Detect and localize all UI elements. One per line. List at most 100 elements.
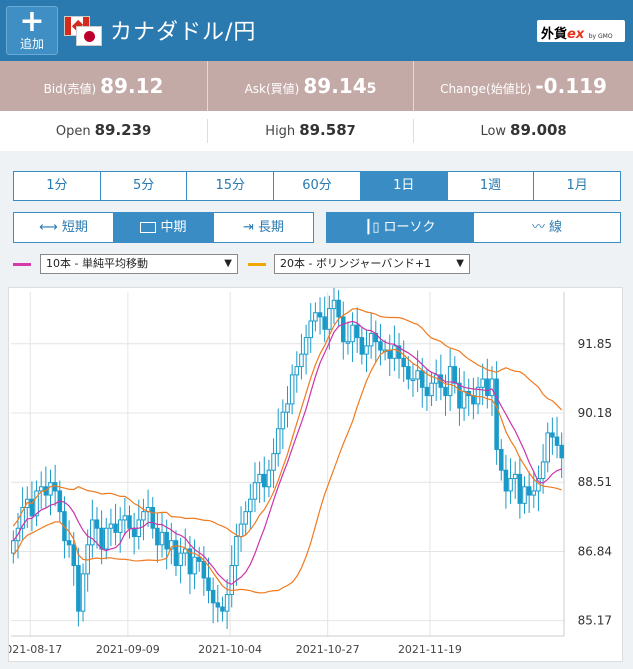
ask-label: Ask(買値) <box>244 82 300 96</box>
candle-body <box>340 316 346 343</box>
period-mid-button[interactable]: 中期 <box>113 213 213 242</box>
change-value: -0.119 <box>535 74 607 98</box>
candle-body <box>210 589 216 604</box>
candle-body <box>173 540 179 567</box>
arrows-expand-icon: ⟷ <box>39 220 58 235</box>
candle-body <box>554 436 560 446</box>
candle-body <box>485 378 490 397</box>
ma-select[interactable]: 10本 - 単純平均移動 ▼ <box>40 254 238 274</box>
candle-body <box>359 337 365 355</box>
bid-label: Bid(売値) <box>43 82 97 96</box>
candle-body <box>11 540 16 554</box>
candle-body <box>401 357 406 368</box>
add-button[interactable]: + 追加 <box>6 6 58 55</box>
x-tick-label: 2021-10-04 <box>198 643 262 656</box>
candle-body <box>206 577 211 591</box>
candle-body <box>90 519 95 546</box>
line-chart-icon: 〰 <box>531 220 545 235</box>
candle-body <box>113 523 118 533</box>
y-tick-label: 85.17 <box>578 614 612 628</box>
candle-body <box>71 544 77 567</box>
period-tabs: ⟷ 短期 中期 ⇥ 長期 <box>13 212 314 243</box>
bb-select[interactable]: 20本 - ボリンジャーバンド+1 ▼ <box>274 254 470 274</box>
candle-body <box>34 490 39 517</box>
candle-body <box>76 565 81 612</box>
window-icon <box>140 222 157 233</box>
candle-body <box>164 531 169 550</box>
candle-body <box>131 527 137 538</box>
moving-average-line <box>12 320 562 585</box>
brand-logo: 外貨ex by GMO <box>537 20 625 42</box>
period-long-button[interactable]: ⇥ 長期 <box>213 213 313 242</box>
candle-body <box>243 511 248 525</box>
timeframe-tabs: 1分 5分 15分 60分 1日 1週 1月 <box>13 171 621 201</box>
low-value: 89.008 <box>510 121 567 139</box>
x-tick-label: 2021-10-27 <box>296 643 360 656</box>
candle-body <box>169 540 174 550</box>
tab-60min[interactable]: 60分 <box>273 172 360 200</box>
high-stat: High 89.587 <box>208 111 413 151</box>
open-label: Open <box>55 124 91 139</box>
candle-body <box>498 448 504 471</box>
y-tick-label: 88.51 <box>578 475 612 489</box>
candle-body <box>150 507 156 529</box>
low-stat: Low 89.008 <box>414 111 633 151</box>
candle-body <box>503 469 509 492</box>
candle-body <box>280 411 286 430</box>
candle-body <box>261 473 267 488</box>
tab-1week[interactable]: 1週 <box>446 172 534 200</box>
candle-body <box>489 378 495 397</box>
period-short-button[interactable]: ⟷ 短期 <box>14 213 113 242</box>
candle-body <box>354 324 360 339</box>
candlestick-icon: ┃▯ <box>364 220 380 235</box>
candle-body <box>122 515 128 521</box>
chart-type-tabs: ┃▯ ローソク 〰線 <box>326 212 621 243</box>
candle-body <box>238 523 244 538</box>
candle-body <box>299 353 304 368</box>
chevron-down-icon: ▼ <box>456 258 464 269</box>
candle-body <box>336 299 341 318</box>
candle-body <box>419 370 425 388</box>
candle-body <box>364 345 369 355</box>
bid-quote: Bid(売値) 89.12 <box>0 61 207 111</box>
japan-flag-icon <box>76 26 102 46</box>
candle-body <box>192 556 197 575</box>
tab-5min[interactable]: 5分 <box>99 172 187 200</box>
candle-body <box>52 482 58 492</box>
candle-body <box>540 461 546 480</box>
candle-body <box>517 473 523 504</box>
candle-body <box>308 320 314 339</box>
y-tick-label: 90.18 <box>578 406 612 420</box>
candle-body <box>387 349 393 359</box>
high-value: 89.587 <box>299 121 356 139</box>
x-tick-label: 2021-11-19 <box>398 643 462 656</box>
bb-indicator: 20本 - ボリンジャーバンド+1 ▼ <box>248 254 478 274</box>
candle-body <box>285 403 290 413</box>
ask-value: 89.145 <box>303 74 377 98</box>
candle-chart-button[interactable]: ┃▯ ローソク <box>327 213 473 242</box>
ask-quote: Ask(買値) 89.145 <box>208 61 413 111</box>
candle-body <box>526 486 532 496</box>
candle-body <box>368 332 374 347</box>
candle-body <box>117 519 123 533</box>
change-quote: Change(始値比) -0.119 <box>414 61 633 111</box>
candle-body <box>66 540 72 546</box>
candle-body <box>317 312 323 318</box>
change-label: Change(始値比) <box>440 82 532 96</box>
price-chart[interactable]: 2021-08-17 2021-09-09 2021-10-04 2021-10-27… <box>0 282 623 662</box>
tab-1min[interactable]: 1分 <box>14 172 100 200</box>
chart-svg: 2021-08-17 2021-09-09 2021-10-04 2021-10-27… <box>0 282 612 656</box>
tab-1month[interactable]: 1月 <box>533 172 621 200</box>
bid-value: 89.12 <box>100 74 164 98</box>
candle-body <box>345 341 351 344</box>
arrows-compress-icon: ⇥ <box>243 220 254 235</box>
app-header: + 追加 カナダドル/円 外貨ex by GMO <box>0 0 633 61</box>
bollinger-lower-line <box>12 348 562 594</box>
tab-1day[interactable]: 1日 <box>359 172 447 200</box>
candle-body <box>20 507 25 529</box>
chevron-down-icon: ▼ <box>224 258 232 269</box>
candle-body <box>248 498 253 513</box>
candle-body <box>443 386 448 397</box>
line-chart-button[interactable]: 〰線 <box>473 213 620 242</box>
tab-15min[interactable]: 15分 <box>186 172 274 200</box>
